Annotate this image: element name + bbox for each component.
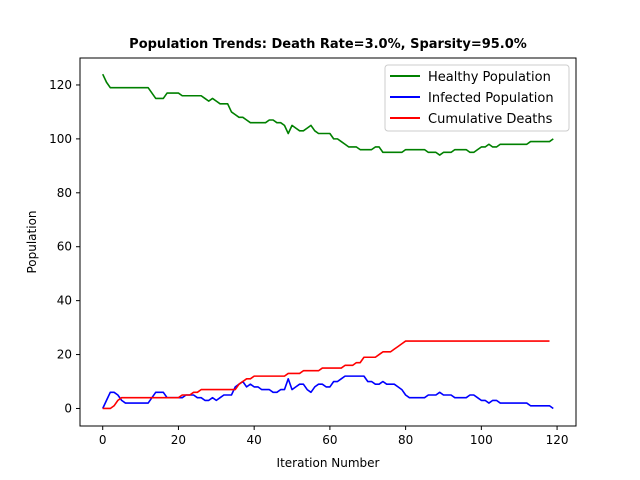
- series-line-healthy-population: [101, 73, 554, 156]
- legend-label-deaths: Cumulative Deaths: [428, 112, 553, 127]
- plot-series-group: [101, 73, 554, 410]
- y-tick-label: 120: [49, 78, 72, 92]
- x-tick-label: 80: [398, 433, 413, 447]
- x-axis-label: Iteration Number: [277, 456, 380, 470]
- x-tick-label: 20: [171, 433, 186, 447]
- plot-area-frame: [79, 57, 577, 427]
- y-tick-label: 100: [49, 132, 72, 146]
- legend: Healthy Population Infected Population C…: [384, 64, 570, 132]
- x-tick-label: 0: [99, 433, 107, 447]
- y-axis-label: Population: [25, 210, 39, 273]
- series-line-cumulative-deaths: [102, 340, 550, 410]
- x-axis-ticks: 0 20 40 60 80 100 120: [99, 426, 569, 447]
- x-tick-label: 60: [322, 433, 337, 447]
- x-tick-label: 40: [247, 433, 262, 447]
- y-tick-label: 40: [57, 294, 72, 308]
- y-tick-label: 80: [57, 186, 72, 200]
- legend-label-infected: Infected Population: [428, 91, 554, 106]
- y-axis-ticks: 0 20 40 60 80 100 120: [49, 78, 80, 415]
- chart-title: Population Trends: Death Rate=3.0%, Spar…: [129, 37, 527, 52]
- y-tick-label: 60: [57, 240, 72, 254]
- legend-box: [384, 64, 570, 132]
- legend-label-healthy: Healthy Population: [428, 70, 551, 85]
- y-tick-label: 20: [57, 348, 72, 362]
- y-tick-label: 0: [64, 401, 72, 415]
- x-tick-label: 120: [546, 433, 569, 447]
- x-tick-label: 100: [470, 433, 493, 447]
